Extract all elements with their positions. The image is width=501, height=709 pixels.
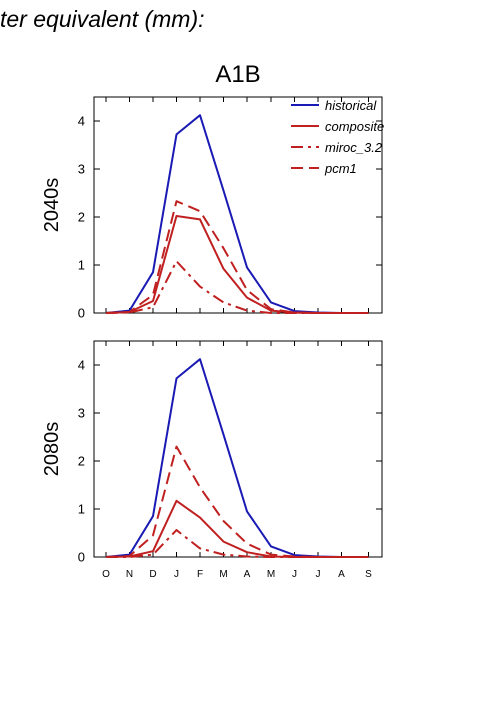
y-tick-label: 1 <box>78 258 85 273</box>
x-tick-label: N <box>126 569 133 580</box>
y-tick-label: 0 <box>78 550 85 565</box>
x-tick-label: M <box>219 569 227 580</box>
series-line-historical <box>105 358 369 558</box>
y-tick-label: 3 <box>78 162 85 177</box>
x-tick-label: J <box>174 569 179 580</box>
x-tick-label: J <box>292 569 297 580</box>
y-tick-label: 2 <box>78 210 85 225</box>
x-tick-label: A <box>338 569 345 580</box>
x-tick-label: A <box>244 569 251 580</box>
y-tick-label: 3 <box>78 406 85 421</box>
series-line-composite <box>105 215 369 314</box>
series-line-pcm1 <box>105 445 369 558</box>
y-tick-label: 4 <box>78 114 85 129</box>
page-title: ter equivalent (mm): <box>0 6 205 32</box>
panel-title: A1B <box>215 61 260 88</box>
x-tick-label: J <box>316 569 321 580</box>
x-tick-label: D <box>149 569 156 580</box>
x-tick-label: F <box>197 569 203 580</box>
x-tick-label: S <box>365 569 372 580</box>
y-tick-label: 2 <box>78 454 85 469</box>
series-line-pcm1 <box>105 200 369 314</box>
legend-label: miroc_3.2 <box>325 140 383 155</box>
series-line-miroc-3-2 <box>105 260 369 314</box>
y-tick-label: 0 <box>78 306 85 321</box>
legend-label: composite <box>325 119 384 134</box>
panel-ylabel: 2080s <box>41 422 63 477</box>
legend-label: historical <box>325 98 377 113</box>
x-tick-label: M <box>267 569 275 580</box>
plot-frame-1 <box>93 96 383 314</box>
x-tick-label: O <box>102 569 110 580</box>
plot-frame-2 <box>93 340 383 558</box>
legend-label: pcm1 <box>324 161 357 176</box>
y-tick-label: 4 <box>78 358 85 373</box>
panel-ylabel: 2040s <box>41 178 63 233</box>
y-tick-label: 1 <box>78 502 85 517</box>
